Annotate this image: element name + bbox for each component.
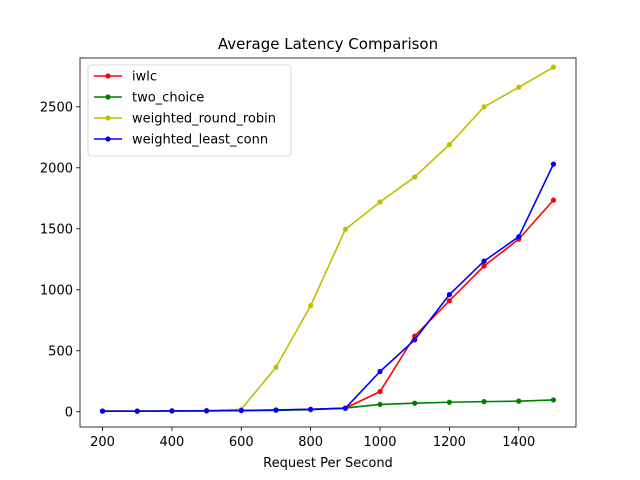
data-point-two_choice xyxy=(550,397,557,403)
x-tick-label: 600 xyxy=(229,435,254,450)
data-point-weighted_least_conn xyxy=(169,408,175,414)
data-point-two_choice xyxy=(446,399,452,405)
data-point-weighted_round_robin xyxy=(412,174,418,180)
y-tick-label: 1000 xyxy=(40,283,73,298)
data-point-weighted_round_robin xyxy=(481,104,487,110)
data-point-weighted_least_conn xyxy=(377,368,383,375)
data-point-weighted_least_conn xyxy=(204,408,210,414)
legend-marker-weighted_least_conn xyxy=(105,136,111,142)
x-axis-title: Request Per Second xyxy=(263,456,393,471)
x-tick-label: 1400 xyxy=(502,435,535,450)
y-tick-label: 1500 xyxy=(40,222,73,237)
chart-title: Average Latency Comparison xyxy=(218,35,438,53)
legend-label-weighted_round_robin: weighted_round_robin xyxy=(132,112,276,127)
data-point-weighted_least_conn xyxy=(446,292,452,298)
data-point-weighted_round_robin xyxy=(550,64,557,70)
data-point-weighted_round_robin xyxy=(377,199,383,205)
series-line-iwlc xyxy=(102,199,555,412)
legend: iwlc two_choice weighted_round_robinweight… xyxy=(87,64,292,157)
data-point-weighted_least_conn xyxy=(342,405,348,411)
data-point-weighted_round_robin xyxy=(273,364,279,370)
legend-label-weighted_least_conn: weighted_least_conn xyxy=(132,133,268,148)
data-point-weighted_round_robin xyxy=(342,226,348,232)
data-point-weighted_least_conn xyxy=(412,337,418,343)
legend-label-iwlc: iwlc xyxy=(132,70,157,85)
data-point-two_choice xyxy=(516,398,522,404)
data-point-weighted_least_conn xyxy=(550,161,557,167)
x-tick-label: 200 xyxy=(90,435,115,450)
x-tick-label: 1000 xyxy=(363,435,396,450)
y-tick-label: 500 xyxy=(48,344,73,359)
data-point-weighted_least_conn xyxy=(238,407,244,414)
legend-marker-two_choice xyxy=(105,94,111,100)
x-tick-label: 400 xyxy=(160,435,185,450)
data-point-two_choice xyxy=(412,400,418,406)
x-tick-label: 800 xyxy=(298,435,323,450)
data-point-iwlc xyxy=(446,298,452,304)
series-line-weighted_least_conn xyxy=(102,163,555,412)
plot-frame xyxy=(79,57,577,428)
data-point-iwlc xyxy=(550,197,557,203)
data-point-weighted_least_conn xyxy=(99,408,106,414)
plot-area: 200 400 600 800 1000 1200 1400 0 500 1000 1500 2000… xyxy=(40,57,577,450)
data-point-weighted_least_conn xyxy=(308,406,314,412)
data-point-iwlc xyxy=(377,389,383,395)
data-point-weighted_round_robin xyxy=(516,84,522,90)
legend-box xyxy=(87,64,292,157)
data-point-weighted_least_conn xyxy=(481,258,487,264)
y-tick-label: 2500 xyxy=(40,100,73,115)
x-tick-label: 1200 xyxy=(433,435,466,450)
legend-marker-weighted_round_robin xyxy=(105,115,111,121)
data-point-weighted_least_conn xyxy=(134,408,140,414)
data-point-weighted_least_conn xyxy=(516,234,522,240)
y-tick-label: 0 xyxy=(65,405,73,420)
y-tick-label: 2000 xyxy=(40,161,73,176)
data-point-weighted_round_robin xyxy=(446,142,452,148)
data-point-weighted_least_conn xyxy=(273,407,279,413)
data-point-weighted_round_robin xyxy=(308,303,314,309)
data-point-two_choice xyxy=(481,399,487,405)
data-point-iwlc xyxy=(481,263,487,269)
data-point-two_choice xyxy=(377,401,383,408)
legend-marker-iwlc xyxy=(105,73,111,79)
legend-label-two_choice: two_choice xyxy=(132,91,204,106)
